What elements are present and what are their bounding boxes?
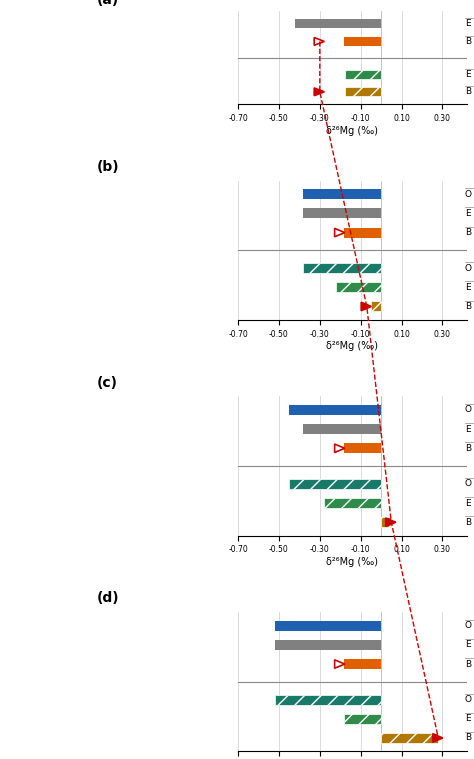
Bar [344, 443, 381, 453]
Bar [344, 713, 381, 724]
Text: E: E [465, 714, 471, 723]
X-axis label: δ²⁶Mg (‰): δ²⁶Mg (‰) [327, 342, 379, 351]
Bar [275, 694, 381, 704]
Text: E: E [465, 424, 471, 433]
Bar [344, 228, 381, 238]
Text: (d): (d) [96, 591, 119, 605]
Bar [381, 517, 392, 528]
Text: B: B [465, 733, 471, 742]
X-axis label: δ²⁶Mg (‰): δ²⁶Mg (‰) [327, 126, 379, 136]
Text: B: B [465, 302, 471, 311]
Bar [336, 282, 381, 292]
Text: (a): (a) [96, 0, 118, 7]
Bar [346, 87, 381, 96]
Bar [289, 405, 381, 415]
Text: O: O [465, 263, 472, 272]
Text: E: E [465, 19, 471, 28]
Text: (c): (c) [96, 376, 117, 389]
Text: B: B [465, 518, 471, 527]
Bar [381, 733, 438, 743]
Text: O: O [465, 405, 472, 414]
Bar [344, 659, 381, 669]
Polygon shape [386, 518, 396, 527]
Text: E: E [465, 499, 471, 508]
Bar [346, 70, 381, 79]
Text: O: O [465, 190, 472, 199]
Text: B: B [465, 444, 471, 453]
Text: B: B [465, 87, 471, 96]
Polygon shape [361, 302, 371, 310]
Bar [303, 424, 381, 434]
Text: B: B [465, 37, 471, 46]
Text: O: O [465, 480, 472, 488]
Bar [344, 37, 381, 46]
Bar [295, 19, 381, 28]
Bar [324, 498, 381, 508]
Bar [303, 263, 381, 273]
Bar [275, 640, 381, 650]
Text: O: O [465, 695, 472, 704]
Text: O: O [465, 621, 472, 630]
Text: E: E [465, 70, 471, 79]
Text: E: E [465, 641, 471, 650]
Bar [371, 301, 381, 311]
Text: E: E [465, 209, 471, 218]
Bar [289, 479, 381, 489]
Text: (b): (b) [96, 160, 119, 174]
Polygon shape [433, 734, 443, 742]
Text: B: B [465, 228, 471, 237]
Text: B: B [465, 660, 471, 669]
Bar [303, 209, 381, 219]
Bar [303, 189, 381, 199]
Polygon shape [314, 88, 324, 96]
Bar [275, 621, 381, 631]
Text: E: E [465, 283, 471, 291]
X-axis label: δ²⁶Mg (‰): δ²⁶Mg (‰) [327, 557, 379, 567]
